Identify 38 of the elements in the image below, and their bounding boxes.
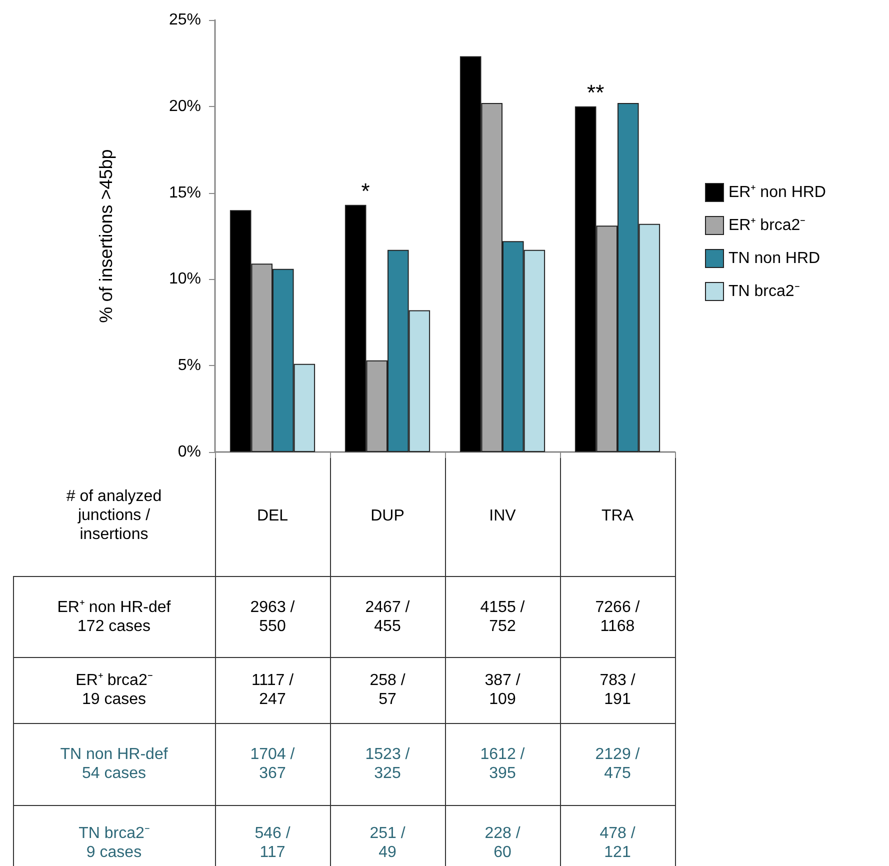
legend-label: ER⁺ non HRD xyxy=(728,184,826,201)
text: 4155 / 752 xyxy=(479,598,526,636)
text: 1523 / 325 xyxy=(364,745,411,784)
text: 1612 / 395 xyxy=(479,745,526,784)
text: # of analyzed junctions / insertions xyxy=(66,488,162,543)
y-tick-label: 10% xyxy=(168,270,201,288)
text: 2129 / 475 xyxy=(594,745,641,784)
text: ER⁺ brca2⁻ 19 cases xyxy=(74,671,154,710)
y-tick-label: 15% xyxy=(168,184,201,202)
legend-label: TN brca2⁻ xyxy=(728,283,800,300)
y-tick-label: 25% xyxy=(168,12,201,28)
text: ER⁺ non HR-def 172 cases xyxy=(56,598,172,636)
annotation: * xyxy=(361,178,370,204)
y-axis-title: % of insertions >45bp xyxy=(96,149,116,323)
text: 2467 / 455 xyxy=(364,598,411,636)
text: 7266 / 1168 xyxy=(594,598,641,636)
x-tick-label: DUP xyxy=(370,508,404,524)
text: 387 / 109 xyxy=(484,671,522,710)
x-tick-label: INV xyxy=(489,508,516,524)
text: 478 / 121 xyxy=(598,824,636,862)
text: 228 / 60 xyxy=(484,824,522,862)
x-tick-label: DEL xyxy=(256,508,288,524)
legend-label: ER⁺ brca2⁻ xyxy=(728,217,806,234)
text: TN brca2⁻ 9 cases xyxy=(78,824,150,862)
text: 258 / 57 xyxy=(368,671,406,710)
text: TN non HR-def 54 cases xyxy=(59,745,169,784)
text: 251 / 49 xyxy=(368,824,406,862)
x-tick-label: TRA xyxy=(602,508,634,524)
y-tick-label: 20% xyxy=(168,98,201,115)
y-tick-label: 5% xyxy=(178,357,201,374)
y-tick-label: 0% xyxy=(178,444,201,460)
text: 783 / 191 xyxy=(598,671,636,710)
text: 1704 / 367 xyxy=(249,745,296,784)
text: 546 / 117 xyxy=(254,824,292,862)
annotation: ** xyxy=(587,80,605,105)
text: 2963 / 550 xyxy=(249,598,296,636)
text: 1117 / 247 xyxy=(250,671,295,710)
legend-label: TN non HRD xyxy=(728,250,820,267)
